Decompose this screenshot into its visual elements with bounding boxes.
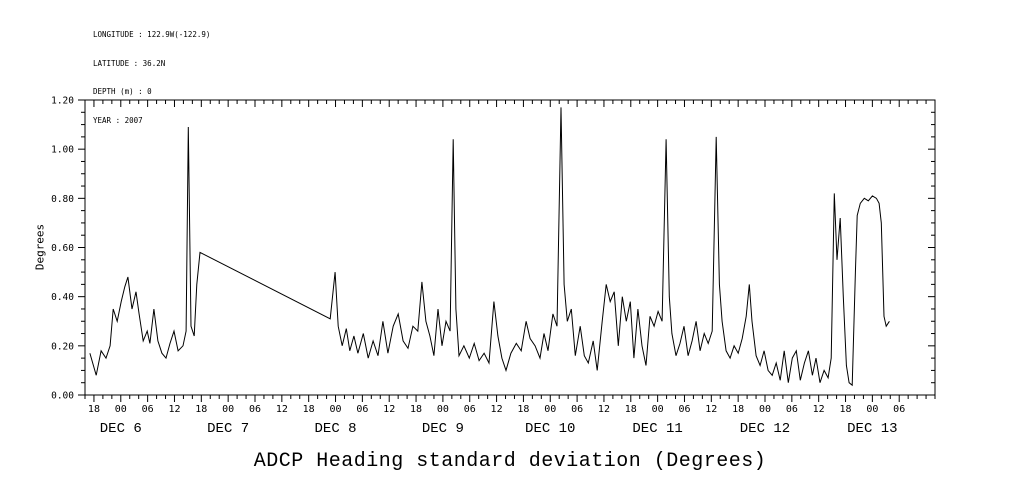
x-tick-label: 06 bbox=[786, 404, 798, 415]
x-tick-label: 18 bbox=[625, 404, 637, 415]
x-tick-label: 06 bbox=[464, 404, 476, 415]
y-axis-label: Degrees bbox=[33, 223, 47, 271]
chart-title: ADCP Heading standard deviation (Degrees… bbox=[253, 450, 767, 473]
y-tick-label: 0.20 bbox=[51, 341, 74, 352]
y-tick-label: 1.00 bbox=[51, 145, 74, 156]
x-tick-label: 12 bbox=[276, 404, 288, 415]
x-tick-label: 00 bbox=[222, 404, 234, 415]
longitude-label: LONGITUDE : 122.9W(-122.9) bbox=[93, 30, 211, 39]
date-label: DEC 7 bbox=[207, 421, 249, 437]
date-label: DEC 10 bbox=[525, 421, 575, 437]
y-tick-label: 0.40 bbox=[51, 292, 74, 303]
metadata-block: LONGITUDE : 122.9W(-122.9) LATITUDE : 36… bbox=[93, 11, 210, 144]
x-tick-label: 00 bbox=[437, 404, 449, 415]
date-label: DEC 6 bbox=[100, 421, 142, 437]
x-tick-label: 00 bbox=[759, 404, 771, 415]
y-tick-label: 0.80 bbox=[51, 194, 74, 205]
latitude-label: LATITUDE : 36.2N bbox=[93, 58, 166, 68]
x-tick-label: 06 bbox=[571, 404, 583, 415]
x-tick-label: 18 bbox=[88, 404, 100, 415]
x-tick-label: 06 bbox=[249, 404, 261, 415]
x-tick-label: 00 bbox=[544, 404, 556, 415]
x-tick-label: 18 bbox=[195, 404, 207, 415]
depth-label: DEPTH (m) : 0 bbox=[93, 87, 152, 96]
x-tick-label: 18 bbox=[840, 404, 852, 415]
x-tick-label: 12 bbox=[598, 404, 610, 415]
x-tick-label: 12 bbox=[383, 404, 395, 415]
y-tick-label: 1.20 bbox=[51, 96, 74, 107]
data-line bbox=[89, 107, 890, 387]
plot-frame bbox=[84, 99, 936, 396]
y-tick-label: 0.00 bbox=[51, 391, 74, 402]
date-label: DEC 12 bbox=[740, 421, 790, 437]
date-label: DEC 8 bbox=[315, 421, 357, 437]
year-label: YEAR : 2007 bbox=[93, 115, 143, 125]
x-tick-label: 06 bbox=[142, 404, 154, 415]
axes bbox=[78, 99, 936, 402]
x-tick-label: 06 bbox=[356, 404, 368, 415]
x-tick-label: 18 bbox=[410, 404, 422, 415]
x-tick-label: 12 bbox=[705, 404, 717, 415]
x-tick-label: 06 bbox=[678, 404, 690, 415]
x-tick-label: 00 bbox=[652, 404, 664, 415]
x-tick-label: 18 bbox=[303, 404, 315, 415]
y-tick-label: 0.60 bbox=[51, 243, 74, 254]
x-tick-label: 00 bbox=[330, 404, 342, 415]
date-label: DEC 11 bbox=[632, 421, 682, 437]
date-label: DEC 13 bbox=[847, 421, 897, 437]
date-label: DEC 9 bbox=[422, 421, 464, 437]
x-tick-label: 00 bbox=[115, 404, 127, 415]
x-tick-label: 12 bbox=[168, 404, 180, 415]
x-tick-label: 00 bbox=[866, 404, 878, 415]
x-tick-label: 12 bbox=[491, 404, 503, 415]
x-tick-label: 18 bbox=[517, 404, 529, 415]
x-tick-label: 12 bbox=[813, 404, 825, 415]
x-tick-label: 18 bbox=[732, 404, 744, 415]
x-tick-label: 06 bbox=[893, 404, 905, 415]
